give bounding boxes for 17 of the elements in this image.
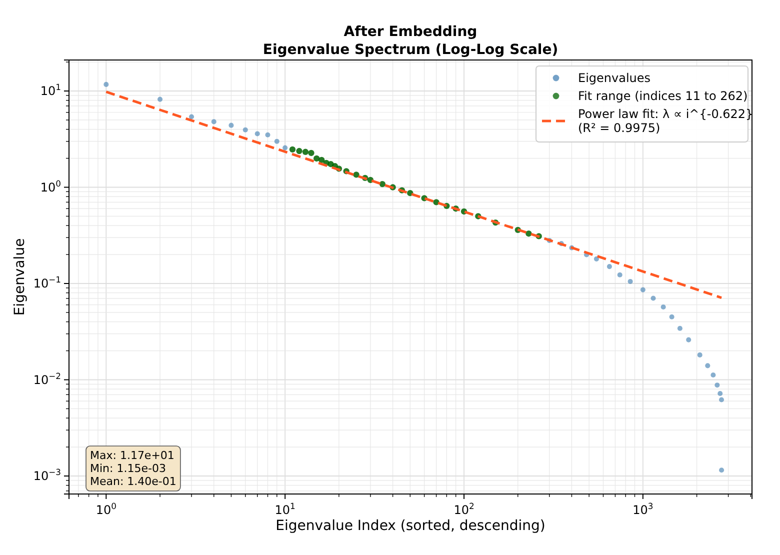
- y-tick-label: 10$^{−3}$: [33, 467, 61, 484]
- y-tick-label: 10$^{1}$: [40, 82, 61, 98]
- annotation: Max: 1.17e+01 Min: 1.15e-03 Mean: 1.40e-01: [90, 449, 176, 488]
- x-tick-label: 10$^{0}$: [96, 501, 116, 517]
- x-tick-label: 10$^{2}$: [454, 501, 474, 517]
- y-axis-title: Eigenvalue: [12, 238, 28, 316]
- legend-label: Eigenvalues: [578, 71, 651, 85]
- x-axis-title: Eigenvalue Index (sorted, descending): [276, 518, 546, 534]
- y-tick-label: 10$^{0}$: [40, 178, 61, 194]
- legend-label: Fit range (indices 11 to 262): [578, 89, 748, 103]
- chart-title: After Embedding: [344, 24, 478, 40]
- legend-label: Power law fit: λ ∝ i^{-0.622} (R² = 0.9975): [578, 107, 754, 135]
- y-tick-label: 10$^{−2}$: [33, 370, 61, 387]
- x-tick-label: 10$^{1}$: [274, 501, 296, 517]
- y-tick-label: 10$^{−1}$: [33, 274, 61, 291]
- chart-subtitle: Eigenvalue Spectrum (Log-Log Scale): [262, 42, 558, 58]
- x-tick-label: 10$^{3}$: [632, 501, 654, 517]
